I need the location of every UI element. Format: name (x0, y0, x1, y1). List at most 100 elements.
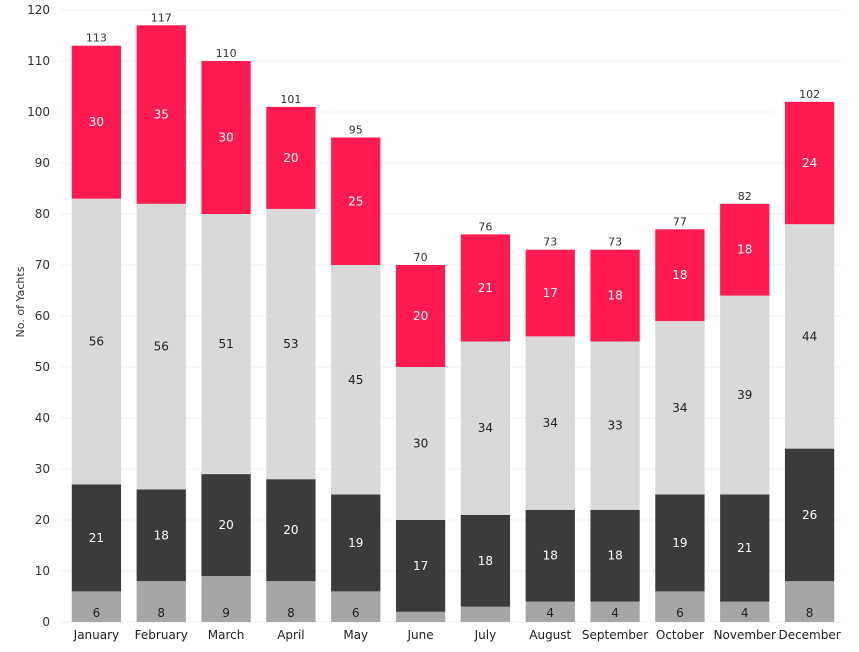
bar-segment (266, 479, 316, 582)
bar-segment (525, 601, 575, 622)
segment-value-label: 19 (672, 536, 687, 550)
y-tick-label: 40 (35, 411, 50, 425)
bar-segment (201, 474, 251, 577)
bar-segment (266, 106, 316, 209)
bar-segment (71, 484, 122, 592)
segment-value-label: 39 (737, 388, 752, 402)
segment-value-label: 34 (672, 401, 687, 415)
y-tick-label: 30 (35, 462, 50, 476)
segment-value-label: 30 (413, 437, 428, 451)
x-tick-label: September (582, 628, 648, 642)
bars (71, 25, 835, 622)
y-tick-label: 0 (42, 615, 50, 629)
x-axis: January February March April May June July Augu… (73, 628, 841, 642)
segment-value-label: 51 (218, 337, 233, 351)
bar-segment (784, 448, 835, 582)
segment-value-label: 20 (218, 518, 233, 532)
bar-segment (331, 494, 381, 592)
segment-value-label: 18 (478, 554, 493, 568)
total-value-label: 70 (414, 251, 428, 264)
x-tick-label: April (277, 628, 304, 642)
segment-value-label: 21 (89, 531, 104, 545)
segment-value-label: 8 (806, 606, 814, 620)
x-tick-label: August (529, 628, 571, 642)
segment-value-label: 17 (413, 559, 428, 573)
bar-segment (201, 61, 251, 214)
segment-value-label: 30 (89, 115, 104, 129)
bar-segment (136, 25, 186, 204)
gridlines (60, 9, 842, 623)
bar-segment (525, 249, 575, 337)
bar-segment (395, 611, 446, 622)
segment-value-label: 4 (546, 606, 554, 620)
segment-value-label: 35 (154, 108, 169, 122)
bar-segment (525, 336, 575, 510)
bar-segment (525, 509, 575, 602)
y-axis: 0 10 20 30 40 50 60 70 80 90 100 110 120 (27, 3, 50, 629)
y-tick-label: 90 (35, 156, 50, 170)
bar-segment (655, 494, 705, 592)
segment-value-label: 44 (802, 329, 817, 343)
bar-segment (590, 341, 640, 510)
y-tick-label: 70 (35, 258, 50, 272)
bar-segment (720, 203, 770, 296)
segment-value-label: 18 (607, 549, 622, 563)
bar-segment (460, 341, 511, 515)
total-value-label: 77 (673, 215, 687, 228)
segment-value-label: 6 (93, 606, 101, 620)
bar-segment (331, 591, 381, 622)
total-value-label: 76 (478, 220, 492, 233)
y-tick-label: 60 (35, 309, 50, 323)
bar-segment (71, 591, 122, 622)
y-tick-label: 110 (27, 54, 50, 68)
segment-value-label: 20 (283, 151, 298, 165)
bar-segment (590, 509, 640, 602)
bar-segment (395, 520, 446, 612)
total-value-label: 117 (151, 11, 172, 24)
segment-value-label: 53 (283, 337, 298, 351)
bar-segment (784, 224, 835, 449)
bar-segment (266, 208, 316, 480)
segment-value-label: 56 (154, 340, 169, 354)
x-tick-label: December (778, 628, 840, 642)
bar-segment (655, 321, 705, 495)
segment-value-label: 34 (478, 421, 493, 435)
segment-value-label: 17 (543, 286, 558, 300)
bar-segment (71, 198, 122, 485)
segment-value-label: 18 (737, 243, 752, 257)
total-value-label: 73 (608, 236, 622, 249)
bar-segment (784, 101, 835, 225)
segment-value-label: 20 (413, 309, 428, 323)
bar-segment (395, 265, 446, 367)
x-tick-label: July (474, 628, 497, 642)
bar-segment (201, 576, 251, 622)
total-value-label: 82 (738, 190, 752, 203)
segment-value-label: 9 (222, 606, 230, 620)
segment-value-label: 25 (348, 194, 363, 208)
total-value-label: 113 (86, 32, 107, 45)
segment-value-label: 24 (802, 156, 817, 170)
segment-value-label: 26 (802, 508, 817, 522)
bar-segment (136, 203, 186, 490)
segment-value-label: 33 (607, 419, 622, 433)
x-tick-label: February (135, 628, 188, 642)
total-value-label: 110 (216, 47, 237, 60)
bar-segment (460, 606, 511, 622)
bar-segment (720, 295, 770, 495)
x-tick-label: May (343, 628, 368, 642)
x-tick-label: January (73, 628, 120, 642)
x-tick-label: November (714, 628, 776, 642)
y-tick-label: 80 (35, 207, 50, 221)
x-tick-label: October (656, 628, 704, 642)
segment-value-label: 20 (283, 523, 298, 537)
total-value-label: 73 (543, 236, 557, 249)
x-tick-label: March (208, 628, 245, 642)
bar-segment (590, 601, 640, 622)
y-tick-label: 100 (27, 105, 50, 119)
segment-value-label: 30 (218, 131, 233, 145)
segment-value-label: 4 (741, 606, 749, 620)
bar-segment (655, 229, 705, 322)
segment-value-label: 19 (348, 536, 363, 550)
